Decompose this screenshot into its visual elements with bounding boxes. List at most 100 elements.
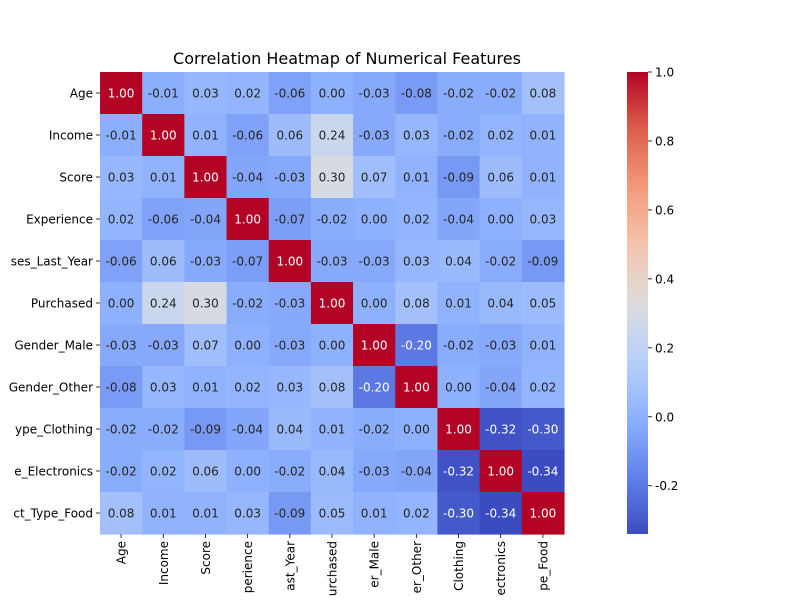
heatmap-cell — [521, 492, 565, 535]
cell-value-label: -0.03 — [485, 339, 516, 353]
cell-value-label: -0.01 — [106, 129, 137, 143]
heatmap-cell — [226, 408, 270, 451]
heatmap-cell — [184, 408, 228, 451]
heatmap-cell — [353, 72, 396, 115]
heatmap-cell — [395, 324, 439, 367]
cell-value-label: -0.02 — [485, 255, 516, 269]
cell-value-label: 0.03 — [234, 507, 261, 521]
heatmap-cell — [310, 114, 354, 157]
heatmap-cell — [268, 324, 312, 367]
heatmap-cell — [268, 156, 312, 199]
cell-value-label: 1.00 — [276, 255, 303, 269]
heatmap-cell — [437, 408, 481, 451]
heatmap-cell — [437, 366, 481, 409]
cell-value-label: 0.02 — [530, 381, 557, 395]
heatmap-cell — [268, 366, 312, 409]
row-tick-label: Gender_Other — [9, 381, 93, 395]
heatmap-cell — [353, 450, 396, 493]
heatmap-cell — [395, 366, 439, 409]
cell-value-label: -0.04 — [232, 171, 263, 185]
cell-value-label: 0.01 — [403, 171, 430, 185]
chart-title: Correlation Heatmap of Numerical Feature… — [173, 49, 521, 68]
heatmap-cell — [268, 408, 312, 451]
cell-value-label: 0.30 — [319, 171, 346, 185]
row-tick-labels: Age Income Score Experience ses_Last_Year Pur… — [9, 87, 100, 521]
cell-value-label: 1.00 — [487, 465, 514, 479]
cell-value-label: 0.30 — [192, 297, 219, 311]
colorbar-gradient — [627, 72, 648, 534]
heatmap-cell — [395, 408, 439, 451]
heatmap-cell — [184, 450, 228, 493]
heatmap-cell — [310, 492, 354, 535]
heatmap-cell — [437, 240, 481, 283]
heatmap-cell — [268, 198, 312, 241]
heatmap-cell — [184, 114, 228, 157]
heatmap-cell — [184, 240, 228, 283]
cell-value-label: 0.02 — [487, 129, 514, 143]
heatmap-cell — [521, 324, 565, 367]
cell-value-label: 0.01 — [150, 171, 177, 185]
heatmap-cell — [395, 282, 439, 325]
cell-value-label: 0.01 — [150, 507, 177, 521]
cell-value-label: 0.02 — [403, 507, 430, 521]
cell-value-label: -0.02 — [232, 297, 263, 311]
cell-value-label: -0.02 — [274, 465, 305, 479]
cell-value-label: -0.01 — [148, 87, 179, 101]
heatmap-cell — [521, 450, 565, 493]
row-tick-label: Income — [49, 129, 93, 143]
cell-value-label: -0.07 — [232, 255, 263, 269]
heatmap-cell — [226, 282, 270, 325]
row-tick-label: ses_Last_Year — [11, 255, 93, 269]
cell-value-label: -0.07 — [274, 213, 305, 227]
heatmap-cell — [353, 240, 396, 283]
cell-value-label: -0.04 — [232, 423, 263, 437]
cell-value-label: -0.06 — [232, 129, 263, 143]
cell-value-label: -0.09 — [274, 507, 305, 521]
heatmap-cell — [184, 492, 228, 535]
heatmap-cell — [353, 198, 396, 241]
cell-value-label: -0.03 — [148, 339, 179, 353]
cell-value-label: -0.34 — [485, 507, 516, 521]
cell-value-label: -0.02 — [316, 213, 347, 227]
heatmap-cell — [100, 198, 143, 241]
cell-value-label: 0.00 — [361, 297, 388, 311]
heatmap-cell — [395, 492, 439, 535]
cell-value-label: 0.08 — [530, 87, 557, 101]
heatmap-cell — [268, 282, 312, 325]
cell-value-label: 0.08 — [403, 297, 430, 311]
cell-value-label: -0.09 — [190, 423, 221, 437]
cell-value-label: -0.32 — [443, 465, 474, 479]
heatmap-cell — [184, 366, 228, 409]
cell-value-label: 0.00 — [319, 87, 346, 101]
cell-value-label: 0.03 — [150, 381, 177, 395]
col-tick-label: ast_Year — [283, 541, 297, 591]
heatmap-cell — [184, 324, 228, 367]
cell-value-label: 0.00 — [234, 339, 261, 353]
heatmap-cell — [142, 114, 185, 157]
heatmap-cell — [310, 198, 354, 241]
row-tick-label: Score — [59, 171, 93, 185]
heatmap-cell — [310, 450, 354, 493]
heatmap-cell — [142, 366, 185, 409]
col-tick-label: Clothing — [452, 541, 466, 591]
heatmap-cell — [437, 72, 481, 115]
heatmap-cell — [142, 156, 185, 199]
cell-value-label: -0.02 — [359, 423, 390, 437]
cell-value-label: -0.02 — [443, 339, 474, 353]
cell-value-label: -0.08 — [106, 381, 137, 395]
cell-value-label: 0.00 — [361, 213, 388, 227]
heatmap-cell — [521, 366, 565, 409]
cell-value-label: 0.01 — [192, 381, 219, 395]
cell-value-label: 0.03 — [403, 129, 430, 143]
cell-value-label: 0.24 — [319, 129, 346, 143]
colorbar-tick-label: 1.0 — [655, 66, 674, 80]
heatmap-cell — [395, 114, 439, 157]
cell-value-label: -0.02 — [443, 129, 474, 143]
col-tick-label: er_Male — [368, 541, 382, 588]
cell-value-label: 1.00 — [445, 423, 472, 437]
cell-value-label: 0.04 — [276, 423, 303, 437]
cell-value-label: 0.00 — [234, 465, 261, 479]
cell-value-label: 0.01 — [530, 339, 557, 353]
heatmap-cell — [142, 282, 185, 325]
heatmap-cell — [353, 114, 396, 157]
